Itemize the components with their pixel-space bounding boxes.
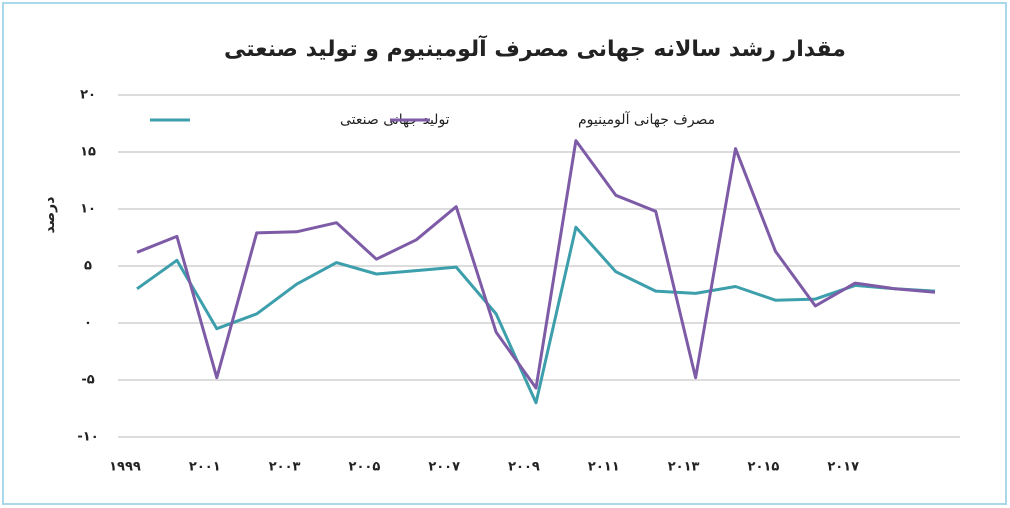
y-tick-label: ۰ <box>84 316 92 331</box>
x-tick-label: ۲۰۱۷ <box>827 460 859 475</box>
y-axis-label: درصد <box>42 197 58 234</box>
x-tick-label: ۲۰۰۵ <box>349 460 381 475</box>
x-tick-label: ۲۰۰۱ <box>189 460 221 475</box>
x-tick-label: ۲۰۰۹ <box>508 460 540 475</box>
chart-title: مقدار رشد سالانه جهانی مصرف آلومینیوم و … <box>224 34 846 62</box>
series-line <box>136 225 936 405</box>
y-tick-label: ۵ <box>84 259 92 274</box>
y-tick-label: -۱۰ <box>77 430 98 445</box>
x-tick-label: ۲۰۱۱ <box>588 460 620 475</box>
legend-label: مصرف جهانی آلومینیوم <box>578 111 715 128</box>
x-tick-label: ۲۰۱۵ <box>748 460 780 475</box>
x-tick-label: ۲۰۰۷ <box>428 460 460 475</box>
x-tick-label: ۲۰۰۳ <box>269 460 301 475</box>
y-tick-label: -۵ <box>81 373 94 388</box>
y-tick-label: ۲۰ <box>80 88 96 103</box>
series-line <box>136 139 936 390</box>
y-tick-label: ۱۰ <box>80 202 96 217</box>
x-tick-label: ۱۹۹۹ <box>109 460 141 475</box>
y-tick-label: ۱۵ <box>80 145 96 160</box>
x-tick-label: ۲۰۱۳ <box>668 460 700 475</box>
